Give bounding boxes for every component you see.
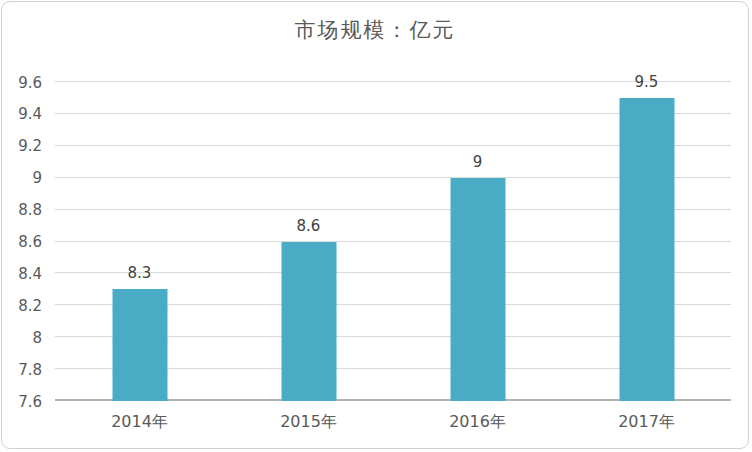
y-tick-label: 9.6 xyxy=(0,74,42,92)
bar-2014年 xyxy=(112,289,167,401)
bar-value-label: 8.3 xyxy=(55,264,224,282)
y-tick-label: 8.6 xyxy=(0,233,42,251)
bar-value-label: 8.6 xyxy=(224,217,393,235)
chart-title: 市场规模：亿元 xyxy=(2,16,748,44)
bar-value-label: 9.5 xyxy=(562,73,731,91)
bar-cell: 92016年 xyxy=(393,82,562,401)
y-tick-label: 7.6 xyxy=(0,393,42,411)
y-tick-label: 8.2 xyxy=(0,297,42,315)
bar-2017年 xyxy=(619,98,674,401)
y-tick-label: 9.2 xyxy=(0,137,42,155)
plot-area: 7.67.888.28.48.68.899.29.49.68.32014年8.6… xyxy=(55,82,731,401)
y-tick-label: 8 xyxy=(0,329,42,347)
x-tick-label: 2015年 xyxy=(224,412,393,433)
y-tick-label: 8.8 xyxy=(0,201,42,219)
x-tick-label: 2014年 xyxy=(55,412,224,433)
x-tick-label: 2016年 xyxy=(393,412,562,433)
y-tick-label: 9 xyxy=(0,169,42,187)
y-tick-label: 7.8 xyxy=(0,361,42,379)
y-tick-label: 9.4 xyxy=(0,105,42,123)
x-tick-label: 2017年 xyxy=(562,412,731,433)
bar-cell: 9.52017年 xyxy=(562,82,731,401)
chart-frame: 市场规模：亿元 7.67.888.28.48.68.899.29.49.68.3… xyxy=(1,1,749,449)
y-tick-label: 8.4 xyxy=(0,265,42,283)
bar-cell: 8.32014年 xyxy=(55,82,224,401)
bar-2016年 xyxy=(450,178,505,401)
bar-cell: 8.62015年 xyxy=(224,82,393,401)
bar-2015年 xyxy=(281,242,336,402)
bar-value-label: 9 xyxy=(393,153,562,171)
